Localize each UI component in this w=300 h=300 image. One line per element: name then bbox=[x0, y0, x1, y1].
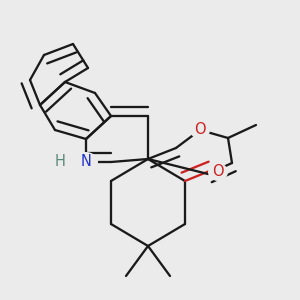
Ellipse shape bbox=[208, 163, 228, 181]
Text: H: H bbox=[55, 154, 65, 169]
Text: O: O bbox=[194, 122, 206, 137]
Ellipse shape bbox=[50, 153, 70, 171]
Text: N: N bbox=[81, 154, 92, 169]
Ellipse shape bbox=[74, 152, 98, 172]
Ellipse shape bbox=[190, 121, 210, 139]
Text: O: O bbox=[212, 164, 224, 179]
